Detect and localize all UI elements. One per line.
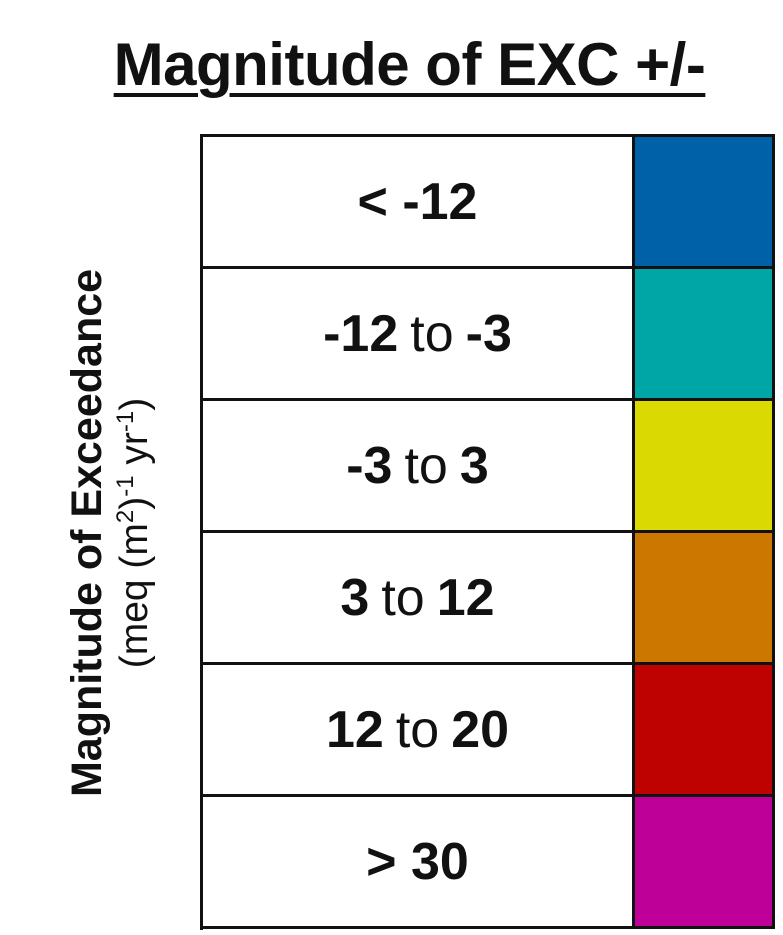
legend-label-start: -3 [346, 436, 393, 495]
legend-label: -12 to -3 [203, 269, 635, 398]
legend-label-start: < -12 [357, 172, 478, 231]
unit-close: ) [113, 397, 156, 411]
legend-label: < -12 [203, 137, 635, 266]
legend-label-connector: to [395, 700, 440, 759]
unit-exponent-year: -1 [112, 410, 139, 433]
legend-row: 12 to 20 [203, 665, 775, 797]
legend-label-start: 12 [325, 700, 384, 759]
legend-swatch [635, 533, 775, 662]
legend-label-end: 3 [459, 436, 489, 495]
axis-title-units: (meq (m2)-1 yr-1) [112, 269, 156, 797]
legend-label: 3 to 12 [203, 533, 635, 662]
unit-year: yr [113, 432, 156, 476]
legend-swatch [635, 269, 775, 398]
axis-title: Magnitude of Exceedance (meq (m2)-1 yr-1… [63, 268, 156, 798]
unit-open: (meq (m [113, 523, 156, 669]
legend-swatch [635, 137, 775, 266]
legend-label: > 30 [203, 797, 635, 926]
legend-table: < -12 -12 to -3 -3 to 3 3 to 12 12 to 20 > 30 [200, 134, 775, 930]
legend-row: > 30 [203, 797, 775, 929]
legend-label-end: 12 [436, 568, 495, 627]
unit-exponent-area: 2 [112, 509, 139, 524]
legend-swatch [635, 401, 775, 530]
legend-label-start: 3 [340, 568, 370, 627]
axis-title-main: Magnitude of Exceedance [63, 268, 111, 798]
legend-label: 12 to 20 [203, 665, 635, 794]
legend-row: < -12 [203, 137, 775, 269]
legend-title: Magnitude of EXC +/- [0, 30, 783, 99]
legend-label-start: -12 [323, 304, 399, 363]
legend-label-end: -3 [465, 304, 512, 363]
legend-label: -3 to 3 [203, 401, 635, 530]
legend-label-connector: to [381, 568, 425, 627]
unit-mid: ) [113, 496, 156, 510]
legend-label-connector: to [404, 436, 448, 495]
legend-row: 3 to 12 [203, 533, 775, 665]
legend-label-connector: to [410, 304, 454, 363]
legend-swatch [635, 797, 775, 926]
legend-label-start: > 30 [366, 832, 469, 891]
legend-label-end: 20 [451, 700, 510, 759]
legend-row: -12 to -3 [203, 269, 775, 401]
unit-exponent-area-inverse: -1 [112, 475, 139, 497]
legend-row: -3 to 3 [203, 401, 775, 533]
legend-swatch [635, 665, 775, 794]
legend-title-text: Magnitude of EXC +/- [113, 31, 706, 98]
